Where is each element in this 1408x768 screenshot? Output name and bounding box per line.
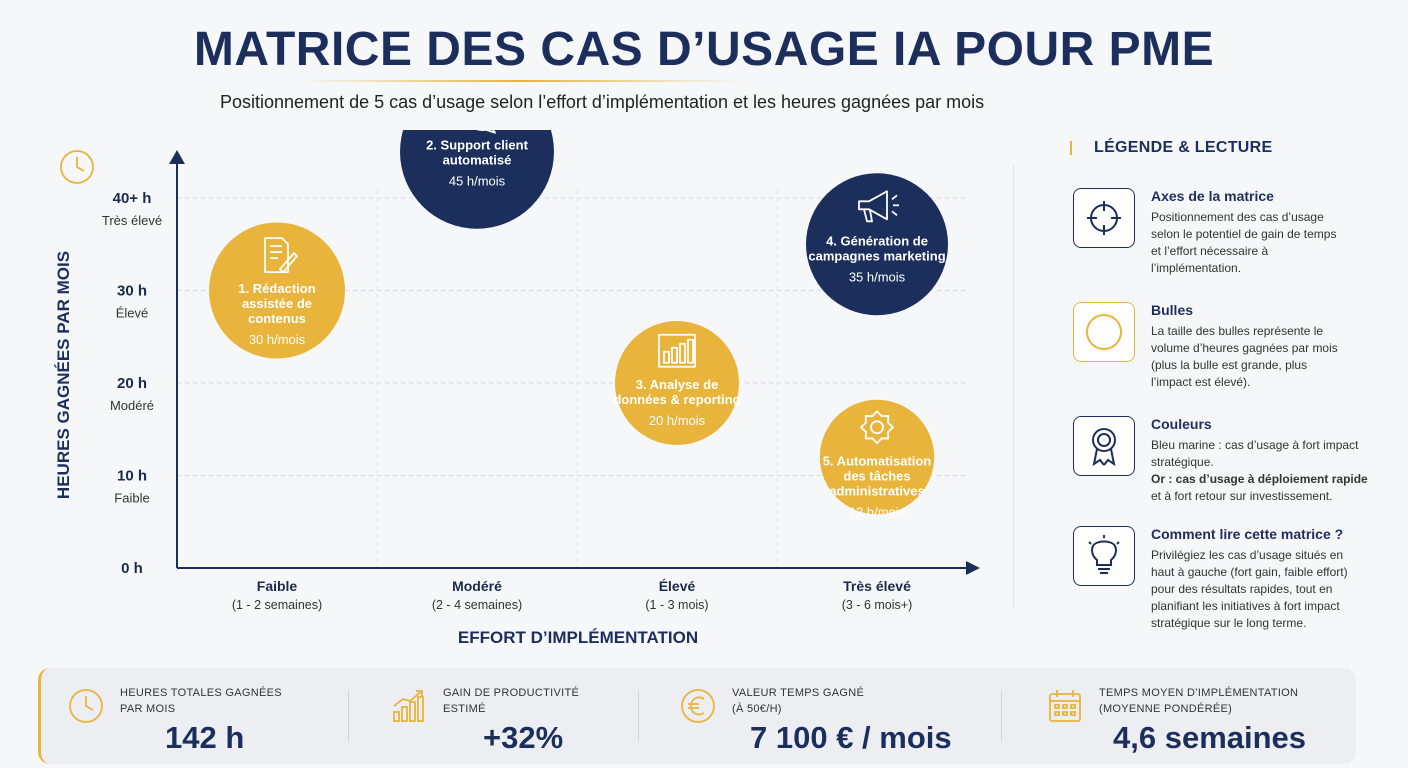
- x-tick-sublabel: (2 - 4 semaines): [432, 598, 522, 612]
- legend-item-title: Couleurs: [1151, 416, 1212, 432]
- award-badge-icon: [1073, 416, 1135, 476]
- legend-item-text: Bleu marine : cas d’usage à fort impact s…: [1151, 438, 1368, 503]
- y-tick-label: 30 h: [117, 283, 147, 300]
- y-axis-arrow: [169, 150, 185, 164]
- kpi-label: VALEUR TEMPS GAGNÉ (À 50€/H): [732, 687, 865, 715]
- megaphone-icon: [858, 190, 899, 223]
- lightbulb-icon: [1073, 526, 1135, 586]
- kpi-label: GAIN DE PRODUCTIVITÉ ESTIMÉ: [443, 687, 580, 715]
- kpi-value: 7 100 € / mois: [750, 720, 952, 755]
- bubble-label: 3. Analyse de: [636, 377, 719, 392]
- kpi-value: 142 h: [165, 720, 245, 755]
- y-tick-sublabel: Modéré: [110, 398, 154, 413]
- y-tick-label: 0 h: [121, 560, 143, 577]
- panel-divider: [1013, 165, 1014, 610]
- bubble-3: [615, 321, 739, 445]
- bubble-value-label: 35 h/mois: [849, 269, 906, 284]
- document-pen-icon: [264, 237, 298, 274]
- x-tick-label: Modéré: [452, 578, 502, 594]
- clock-icon: [60, 150, 94, 184]
- bubble-label: administratives: [829, 483, 924, 498]
- kpi-value: +32%: [483, 720, 564, 755]
- kpi-value: 4,6 semaines: [1113, 720, 1307, 755]
- page-title: MATRICE DES CAS D’USAGE IA POUR PME: [193, 23, 1215, 76]
- bubble-label: 5. Automatisation: [823, 453, 932, 468]
- kpi-divider: [1001, 690, 1002, 742]
- y-axis-title: HEURES GAGNÉES PAR MOIS: [54, 251, 73, 499]
- x-tick-label: Élevé: [659, 578, 696, 594]
- kpi-label: HEURES TOTALES GAGNÉES PAR MOIS: [120, 687, 282, 715]
- bubble-value-label: 45 h/mois: [449, 174, 506, 189]
- kpi-divider: [348, 690, 349, 742]
- x-tick-sublabel: (3 - 6 mois+): [842, 598, 913, 612]
- circle-icon: [1073, 302, 1135, 362]
- kpi-label: TEMPS MOYEN D’IMPLÉMENTATION (MOYENNE PON…: [1099, 687, 1299, 715]
- kpi-footer: HEURES TOTALES GAGNÉES PAR MOIS 142 h GAI…: [38, 668, 1356, 764]
- bubble-5: [819, 399, 935, 515]
- bubble-label: automatisé: [443, 153, 512, 168]
- y-tick-sublabel: Faible: [114, 491, 149, 506]
- bubble-label: 4. Génération de: [826, 233, 928, 248]
- title-underline: [300, 80, 740, 82]
- legend-title-accent: [1070, 141, 1072, 155]
- legend-item-text: Privilégiez les cas d’usage situés en hau…: [1151, 548, 1348, 630]
- bubble-label: 1. Rédaction: [238, 281, 315, 296]
- legend-item-title: Bulles: [1151, 302, 1194, 318]
- bubble-1: [209, 222, 345, 359]
- bubble-value-label: 30 h/mois: [249, 332, 306, 347]
- kpi-divider: [638, 690, 639, 742]
- y-tick-sublabel: Élevé: [116, 306, 149, 321]
- legend-title-text: LÉGENDE & LECTURE: [1094, 139, 1273, 156]
- legend-item-title: Axes de la matrice: [1151, 188, 1274, 204]
- bubble-label: assistée de: [242, 296, 312, 311]
- y-tick-label: 40+ h: [113, 190, 152, 207]
- legend-title: LÉGENDE & LECTURE: [1070, 138, 1380, 158]
- bubble-label: 2. Support client: [426, 138, 529, 153]
- legend-item-text: Positionnement des cas d’usage selon le p…: [1151, 210, 1337, 275]
- gear-icon: [860, 410, 894, 445]
- euro-icon: [681, 689, 715, 723]
- bar-chart-icon: [658, 333, 696, 368]
- x-axis-title: EFFORT D’IMPLÉMENTATION: [458, 628, 698, 647]
- crosshair-icon: [1073, 188, 1135, 248]
- x-tick-label: Faible: [257, 578, 298, 594]
- bubble-label: données & reporting: [613, 392, 740, 407]
- bubble-matrix-chart: 40+ h Très élevé 30 h Élevé 20 h Modéré 10 h Fa…: [54, 130, 980, 647]
- clock-icon: [69, 689, 103, 723]
- bubble-label: campagnes marketing: [808, 248, 945, 263]
- bubble-4: [806, 173, 948, 316]
- x-axis-arrow: [966, 561, 980, 575]
- growth-chart-icon: [393, 690, 424, 722]
- legend-panel: LÉGENDE & LECTURE Axes de la matrice Pos…: [1070, 138, 1380, 630]
- bubble-value-label: 12 h/mois: [849, 504, 906, 519]
- y-tick-label: 20 h: [117, 375, 147, 392]
- x-tick-sublabel: (1 - 2 semaines): [232, 598, 322, 612]
- x-tick-label: Très élevé: [843, 578, 911, 594]
- legend-item-title: Comment lire cette matrice ?: [1151, 526, 1344, 542]
- bubble-2: [400, 130, 554, 229]
- bubble-value-label: 20 h/mois: [649, 413, 706, 428]
- legend-item-text: La taille des bulles représente le volume…: [1151, 324, 1338, 389]
- y-tick-label: 10 h: [117, 468, 147, 485]
- y-tick-sublabel: Très élevé: [102, 213, 162, 228]
- clock-icon-hands: [76, 157, 85, 172]
- bubble-label: des tâches: [843, 468, 910, 483]
- x-tick-sublabel: (1 - 3 mois): [645, 598, 708, 612]
- page-subtitle: Positionnement de 5 cas d’usage selon l’…: [220, 92, 985, 112]
- bubble-label: contenus: [248, 311, 306, 326]
- calendar-icon: [1049, 690, 1081, 722]
